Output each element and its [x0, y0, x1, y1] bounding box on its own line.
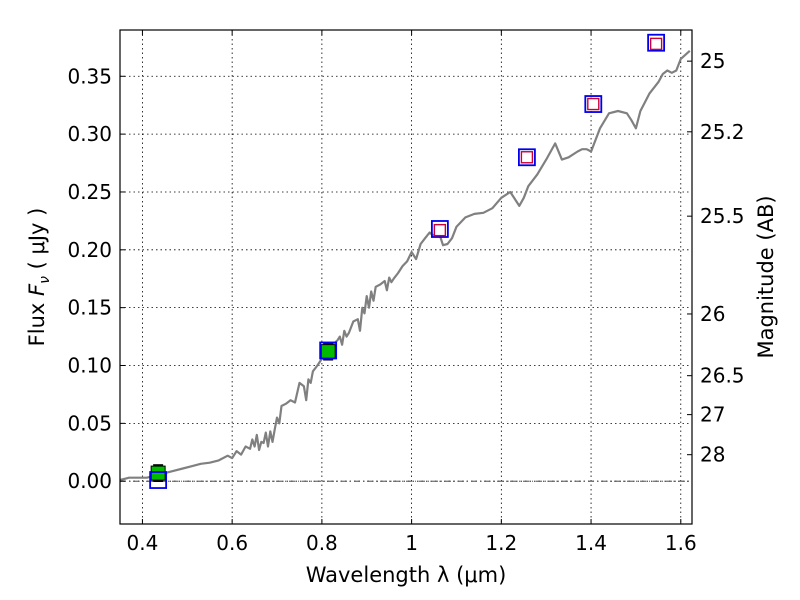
- right-tick-label: 26: [700, 302, 725, 326]
- model-band-marker: [584, 95, 603, 113]
- observed-point: [320, 344, 336, 360]
- upper-limit-marker: [649, 37, 663, 51]
- ticks: 0.4 0.6 0.8 1 1.2 1.4 1.6 0.00 0.05 0.10 0.15 0.20 0…: [67, 30, 745, 555]
- y-tick-label: 0.35: [67, 64, 112, 88]
- right-tick-label: 25.5: [700, 204, 745, 228]
- grid: [120, 30, 692, 524]
- right-tick-label: 27: [700, 403, 725, 427]
- x-tick-label: 1.4: [575, 531, 607, 555]
- right-tick-label: 28: [700, 443, 725, 467]
- y-tick-label: 0.05: [67, 411, 112, 435]
- model-band-marker: [149, 471, 168, 489]
- y-tick-label: 0.25: [67, 180, 112, 204]
- x-tick-label: 0.6: [216, 531, 248, 555]
- x-tick-label: 1.6: [665, 531, 697, 555]
- model-band-marker: [647, 33, 666, 52]
- model-band-marker: [430, 220, 449, 238]
- right-tick-label: 25: [700, 49, 725, 73]
- x-tick-label: 1: [405, 531, 418, 555]
- model-band-marker: [319, 341, 338, 360]
- y-axis-label: Flux Fν ( μJy ): [25, 208, 53, 347]
- right-tick-label: 26.5: [700, 364, 745, 388]
- x-tick-label: 1.2: [485, 531, 517, 555]
- x-tick-label: 0.4: [127, 531, 159, 555]
- upper-limit-marker: [520, 151, 534, 164]
- y-tick-label: 0.30: [67, 122, 112, 146]
- y-axis-label-right: Magnitude (AB): [754, 195, 778, 358]
- upper-limit-marker: [433, 223, 447, 237]
- x-axis-label: Wavelength λ (μm): [306, 563, 507, 587]
- y-tick-label: 0.15: [67, 296, 112, 320]
- x-tick-label: 0.8: [306, 531, 338, 555]
- upper-limit-marker: [587, 97, 600, 111]
- model-band-marker: [518, 148, 536, 167]
- observed-point: [150, 465, 166, 481]
- y-tick-label: 0.20: [67, 238, 112, 262]
- right-tick-label: 25.2: [700, 120, 745, 144]
- spectrum-line: [119, 49, 691, 482]
- y-tick-label: 0.10: [67, 354, 112, 378]
- plot-frame: [119, 29, 693, 525]
- series-layer: [119, 33, 691, 489]
- y-tick-label: 0.00: [67, 469, 112, 493]
